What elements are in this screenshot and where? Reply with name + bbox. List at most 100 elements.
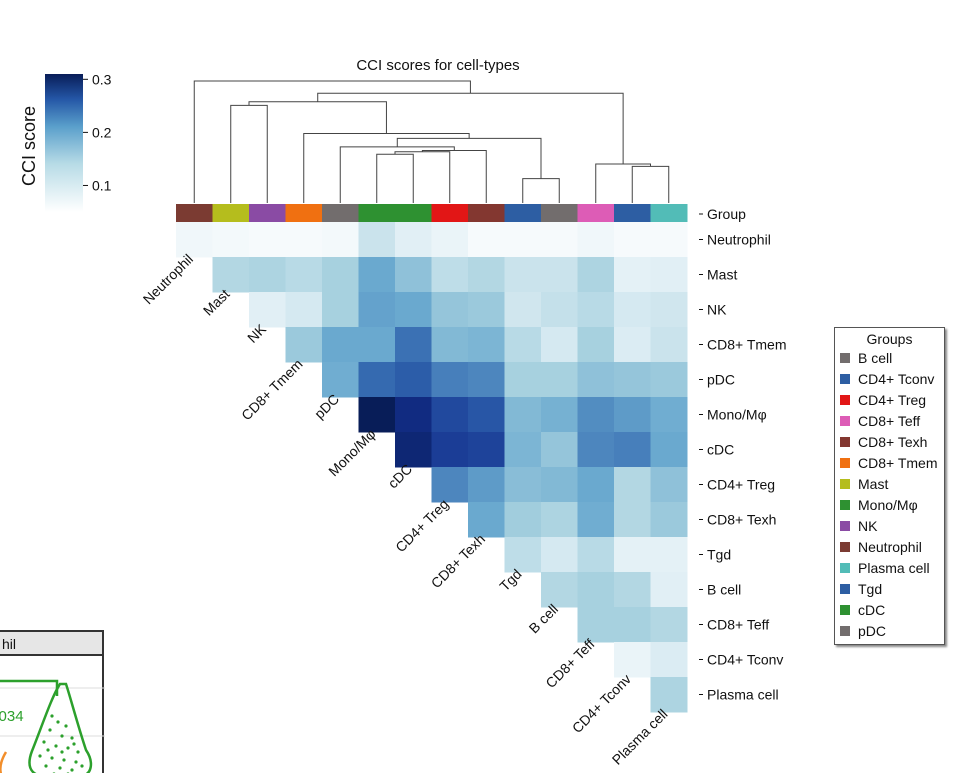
legend-label: CD8+ Teff [858,412,921,429]
heatmap-cell [650,257,688,293]
group-color-cell [614,204,651,222]
heatmap-cell [322,362,359,398]
heatmap-cell [358,397,396,433]
heatmap-cell [395,432,432,468]
inset-header-label: hil [2,636,17,652]
heatmap-cell [577,397,615,433]
row-label: Mast [707,267,737,283]
column-label: Mono/Mφ [325,426,378,479]
legend-swatch [840,436,850,447]
legend-label: Mast [858,475,889,492]
row-label: B cell [707,582,741,598]
heatmap-cell [212,257,250,293]
row-label: Plasma cell [707,687,779,703]
dendrogram-link [303,132,470,203]
legend-label: CD4+ Treg [858,391,927,408]
inset-point [48,728,52,732]
heatmap-cell [431,327,469,363]
group-color-cell [285,204,323,222]
heatmap-cell [541,327,578,363]
heatmap-cell [285,257,323,293]
inset-point [80,764,84,768]
row-label: Tgd [707,547,731,563]
inset-point [38,754,42,758]
heatmap-cell [468,397,505,433]
heatmap-cell [614,607,651,643]
group-row [176,204,688,222]
row-label: cDC [707,442,734,458]
inset-point [50,756,54,760]
heatmap-cell [650,467,688,503]
heatmap-cell [577,362,615,398]
row-label: pDC [707,372,735,388]
heatmap-cell [504,467,542,503]
group-color-cell [504,204,542,222]
heatmap-cell [285,292,323,328]
heatmap-cell [504,362,542,398]
heatmap-cell [249,257,286,293]
heatmap-cell [468,257,505,293]
legend-item: Plasma cell [835,557,944,578]
colorbar-title: CCI score [19,105,39,186]
inset-point [46,748,50,752]
column-label: CD8+ Teff [542,636,597,691]
row-label: CD8+ Teff [707,617,769,633]
dendrogram-link [631,165,670,203]
legend-swatch [840,478,850,489]
heatmap-cell [249,222,286,258]
heatmap-cell [431,257,469,293]
legend-swatch [840,415,850,426]
inset-point [64,724,68,728]
heatmap-cell [431,362,469,398]
row-label: Mono/Mφ [707,407,767,423]
heatmap-cell [541,467,578,503]
heatmap-cell [504,502,542,538]
inset-violin [0,679,105,773]
row-label: NK [707,302,727,318]
heatmap-cell [650,292,688,328]
legend-label: cDC [858,601,886,618]
legend-item: B cell [835,347,944,368]
inset-header: hil [0,630,104,656]
legend-item: Mast [835,473,944,494]
legend-label: pDC [858,622,887,639]
legend-label: CD4+ Tconv [858,370,935,387]
row-label: CD8+ Tmem [707,337,786,353]
legend-item: Neutrophil [835,536,944,557]
column-label: Neutrophil [140,251,196,307]
inset-point [76,750,80,754]
heatmap-cell [504,327,542,363]
legend-item: CD8+ Teff [835,410,944,431]
heatmap-cell [504,537,542,573]
heatmap-cell [541,222,578,258]
heatmap-cell [541,362,578,398]
heatmap-cell [468,362,505,398]
dendrogram [193,80,670,203]
heatmap-cell [468,467,505,503]
dendrogram-link [396,137,542,179]
heatmap-cell [541,502,578,538]
heatmap-cell [541,537,578,573]
dendrogram-link [421,150,487,203]
inset-point [60,734,64,738]
inset-point [70,736,74,740]
group-row-label: Group [707,206,746,222]
row-label: CD4+ Treg [707,477,775,493]
heatmap-cell [614,642,651,678]
inset-violin-shape [28,682,93,773]
heatmap-cell [541,257,578,293]
legend-label: Tgd [858,580,883,597]
legend-label: Neutrophil [858,538,922,555]
legend-item: NK [835,515,944,536]
legend-title: Groups [866,331,913,347]
heatmap-cell [541,432,578,468]
chart-title: CCI scores for cell-types [356,57,519,74]
row-label: CD8+ Texh [707,512,776,528]
heatmap-cell [504,222,542,258]
inset-body: 0.034 [0,656,105,773]
heatmap-cell [358,222,396,258]
group-color-cell [468,204,505,222]
heatmap-cell [650,432,688,468]
group-color-cell [650,204,688,222]
heatmap-cell [468,292,505,328]
